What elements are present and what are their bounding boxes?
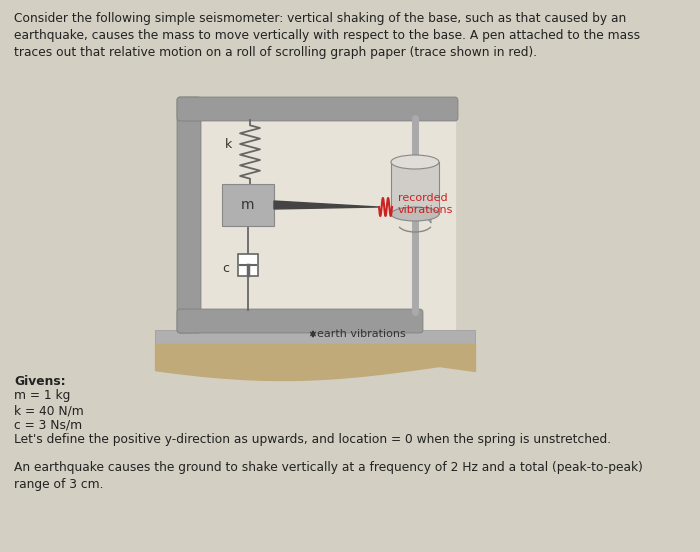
Text: Let's define the positive y-direction as upwards, and location = 0 when the spri: Let's define the positive y-direction as… [14, 433, 611, 446]
Text: m = 1 kg: m = 1 kg [14, 390, 71, 402]
Text: recorded
vibrations: recorded vibrations [398, 193, 454, 215]
Text: k: k [225, 139, 232, 151]
FancyBboxPatch shape [177, 309, 423, 333]
Polygon shape [274, 201, 378, 209]
FancyBboxPatch shape [177, 97, 201, 333]
Text: c = 3 Ns/m: c = 3 Ns/m [14, 418, 82, 432]
Text: m: m [241, 198, 255, 212]
Text: An earthquake causes the ground to shake vertically at a frequency of 2 Hz and a: An earthquake causes the ground to shake… [14, 461, 643, 491]
Bar [222, 184, 274, 226]
Text: Givens:: Givens: [14, 375, 66, 388]
Bar [155, 330, 475, 344]
Bar [391, 162, 439, 214]
Bar [238, 254, 258, 276]
Text: k = 40 N/m: k = 40 N/m [14, 404, 84, 417]
Bar [198, 118, 455, 330]
Text: Consider the following simple seismometer: vertical shaking of the base, such as: Consider the following simple seismomete… [14, 12, 640, 59]
Ellipse shape [391, 207, 439, 221]
FancyBboxPatch shape [177, 97, 458, 121]
Ellipse shape [391, 155, 439, 169]
Text: earth vibrations: earth vibrations [317, 329, 406, 339]
Text: c: c [223, 262, 230, 275]
